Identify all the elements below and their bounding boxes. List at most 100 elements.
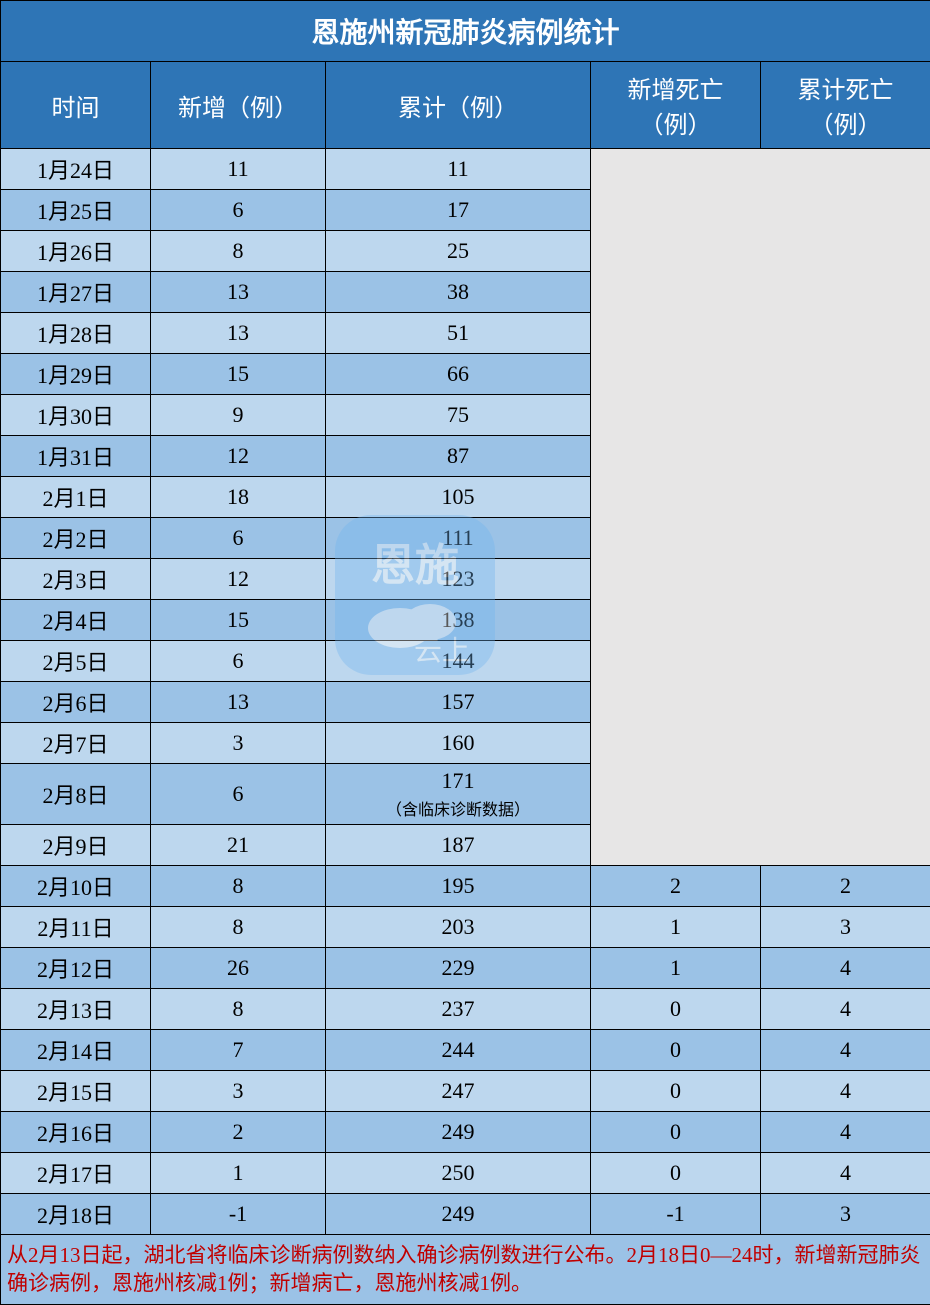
cell-new-deaths: 0 (591, 1153, 761, 1194)
cell-new: 26 (151, 948, 326, 989)
cell-cumulative: 247 (326, 1071, 591, 1112)
cell-new-deaths: -1 (591, 1194, 761, 1235)
col-header-new: 新增（例） (151, 62, 326, 149)
cell-new: 1 (151, 1153, 326, 1194)
cell-date: 1月31日 (1, 436, 151, 477)
cell-new-deaths: 0 (591, 1071, 761, 1112)
cell-date: 1月29日 (1, 354, 151, 395)
cell-cumulative: 11 (326, 149, 591, 190)
cell-cumulative: 244 (326, 1030, 591, 1071)
cell-cumulative-deaths: 4 (761, 1153, 930, 1194)
footnote-text: 从2月13日起，湖北省将临床诊断病例数纳入确诊病例数进行公布。2月18日0—24… (1, 1235, 930, 1305)
cell-date: 2月8日 (1, 764, 151, 825)
cell-new: 2 (151, 1112, 326, 1153)
cell-cumulative: 51 (326, 313, 591, 354)
cell-date: 2月1日 (1, 477, 151, 518)
cell-cumulative-deaths: 2 (761, 866, 930, 907)
cell-date: 2月13日 (1, 989, 151, 1030)
cell-new: 3 (151, 1071, 326, 1112)
cell-date: 2月3日 (1, 559, 151, 600)
covid-table: 恩施州新冠肺炎病例统计 时间 新增（例） 累计（例） 新增死亡 （例） 累计死亡… (0, 0, 930, 1305)
cell-new-deaths: 0 (591, 1030, 761, 1071)
cell-date: 2月11日 (1, 907, 151, 948)
cell-cumulative: 138 (326, 600, 591, 641)
cell-date: 1月27日 (1, 272, 151, 313)
cell-cumulative-deaths: 4 (761, 1030, 930, 1071)
cell-new: 6 (151, 190, 326, 231)
cell-new-deaths: 1 (591, 907, 761, 948)
cell-cumulative: 249 (326, 1112, 591, 1153)
cell-date: 2月15日 (1, 1071, 151, 1112)
cell-cumulative: 17 (326, 190, 591, 231)
table-row: 2月10日819522 (1, 866, 930, 907)
cell-date: 1月26日 (1, 231, 151, 272)
cell-new: 8 (151, 907, 326, 948)
table-row: 2月11日820313 (1, 907, 930, 948)
cell-date: 2月6日 (1, 682, 151, 723)
table-row: 2月16日224904 (1, 1112, 930, 1153)
col-header-date: 时间 (1, 62, 151, 149)
cell-date: 2月10日 (1, 866, 151, 907)
col-header-new-deaths: 新增死亡 （例） (591, 62, 761, 149)
cell-new: 8 (151, 866, 326, 907)
cell-date: 2月18日 (1, 1194, 151, 1235)
cell-cumulative: 25 (326, 231, 591, 272)
cell-cumulative-deaths: 3 (761, 907, 930, 948)
cell-new: 11 (151, 149, 326, 190)
cell-date: 2月2日 (1, 518, 151, 559)
table-row: 2月18日-1249-13 (1, 1194, 930, 1235)
cell-cumulative-deaths: 3 (761, 1194, 930, 1235)
header-row: 时间 新增（例） 累计（例） 新增死亡 （例） 累计死亡 （例） (1, 62, 930, 149)
cell-new: 15 (151, 354, 326, 395)
cell-date: 1月24日 (1, 149, 151, 190)
cell-date: 2月5日 (1, 641, 151, 682)
col-header-cumulative-deaths: 累计死亡 （例） (761, 62, 930, 149)
cell-new: -1 (151, 1194, 326, 1235)
cell-date: 2月7日 (1, 723, 151, 764)
cell-date: 2月4日 (1, 600, 151, 641)
table-row: 2月13日823704 (1, 989, 930, 1030)
cell-new: 21 (151, 825, 326, 866)
cell-date: 2月12日 (1, 948, 151, 989)
title-row: 恩施州新冠肺炎病例统计 (1, 1, 930, 62)
cell-cumulative: 144 (326, 641, 591, 682)
cell-cumulative: 229 (326, 948, 591, 989)
table-row: 2月17日125004 (1, 1153, 930, 1194)
cell-new: 9 (151, 395, 326, 436)
cell-cumulative: 111 (326, 518, 591, 559)
cell-cumulative: 237 (326, 989, 591, 1030)
table-body: 1月24日11111月25日6171月26日8251月27日13381月28日1… (1, 149, 930, 1235)
cell-new: 15 (151, 600, 326, 641)
table-row: 2月12日2622914 (1, 948, 930, 989)
cell-cumulative: 105 (326, 477, 591, 518)
cell-cumulative: 123 (326, 559, 591, 600)
cell-cumulative-deaths: 4 (761, 1071, 930, 1112)
cell-new: 6 (151, 641, 326, 682)
cell-new: 3 (151, 723, 326, 764)
cell-new: 8 (151, 231, 326, 272)
cell-new: 18 (151, 477, 326, 518)
cell-new-deaths: 2 (591, 866, 761, 907)
cell-new-deaths: 1 (591, 948, 761, 989)
cell-new-deaths: 0 (591, 989, 761, 1030)
footnote-row: 从2月13日起，湖北省将临床诊断病例数纳入确诊病例数进行公布。2月18日0—24… (1, 1235, 930, 1305)
cell-date: 2月17日 (1, 1153, 151, 1194)
cell-new: 8 (151, 989, 326, 1030)
cell-cumulative: 249 (326, 1194, 591, 1235)
cell-cumulative: 171（含临床诊断数据） (326, 764, 591, 825)
cell-cumulative-deaths: 4 (761, 989, 930, 1030)
cell-cumulative: 38 (326, 272, 591, 313)
col-header-cumulative: 累计（例） (326, 62, 591, 149)
table-row: 2月14日724404 (1, 1030, 930, 1071)
cell-cumulative: 203 (326, 907, 591, 948)
cell-new: 13 (151, 272, 326, 313)
cell-new: 6 (151, 518, 326, 559)
cell-new: 12 (151, 559, 326, 600)
table-row: 1月24日1111 (1, 149, 930, 190)
cell-cumulative: 87 (326, 436, 591, 477)
cell-cumulative-deaths: 4 (761, 1112, 930, 1153)
cell-date: 1月28日 (1, 313, 151, 354)
table-title: 恩施州新冠肺炎病例统计 (1, 1, 930, 62)
cell-new: 13 (151, 682, 326, 723)
cell-new: 12 (151, 436, 326, 477)
